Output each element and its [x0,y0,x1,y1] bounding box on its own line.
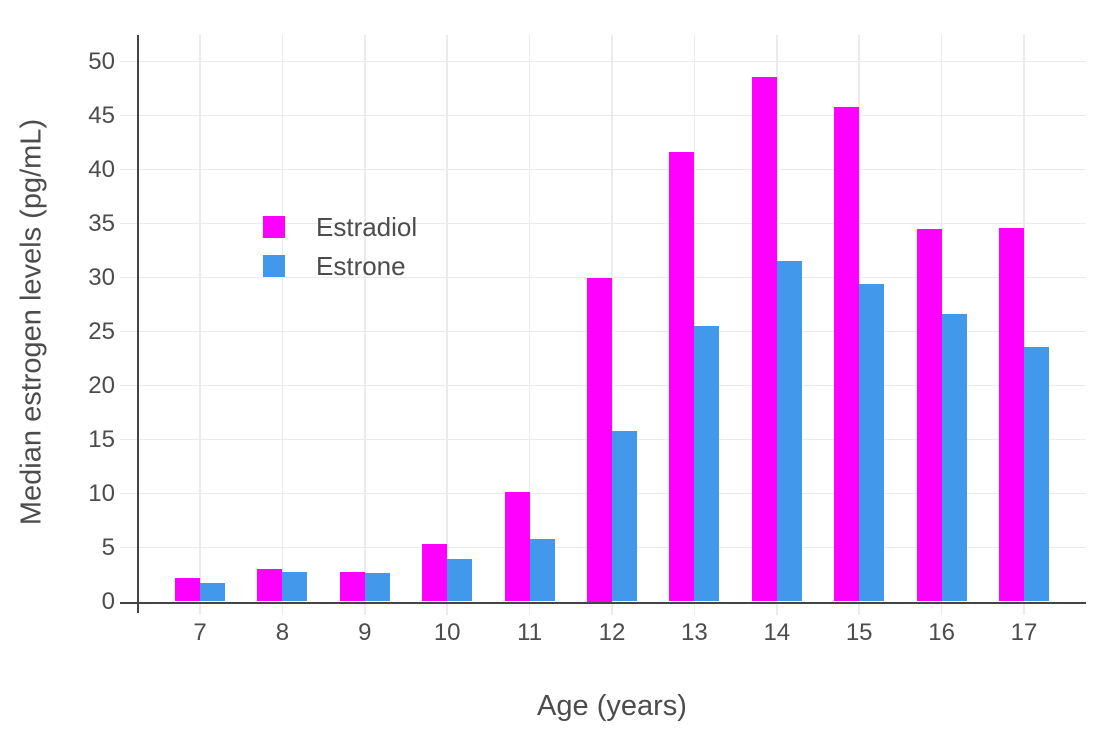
bar-estrone-age-11 [529,538,555,602]
bar-estradiol-age-14 [751,76,777,602]
x-tick-label: 15 [845,618,873,646]
estradiol-swatch-icon [263,216,285,238]
x-tick-label: 16 [928,618,955,646]
bar-estradiol-age-13 [669,152,695,602]
legend-label-estradiol: Estradiol [316,212,418,242]
y-axis-title: Median estrogen levels (pg/mL) [15,118,48,526]
legend-label-estrone: Estrone [316,251,406,281]
legend: Estradiol Estrone [263,214,417,279]
y-axis-line [136,35,140,613]
bar-estradiol-age-16 [916,228,942,602]
bar-estradiol-age-17 [999,227,1024,602]
x-gridline [364,35,366,615]
y-tick-label: 45 [88,101,115,129]
bar-estrone-age-14 [776,261,802,602]
y-tick-label: 20 [88,371,115,399]
bar-estradiol-age-7 [175,577,200,602]
x-gridline [446,35,448,615]
y-tick-label: 40 [88,155,115,183]
x-gridline [281,35,284,615]
x-tick-label: 11 [517,618,543,646]
x-gridline [1023,35,1025,615]
x-tick-label: 17 [1010,618,1038,646]
estrone-swatch-icon [263,255,285,277]
x-gridline [693,35,696,615]
x-tick-label: 7 [193,618,207,646]
bar-estrone-age-8 [282,572,308,602]
legend-item-estrone[interactable]: Estrone [263,253,417,279]
x-gridline [528,35,531,615]
y-tick-label: 50 [88,47,115,75]
x-gridline [611,35,613,615]
bar-estrone-age-17 [1024,346,1049,602]
bar-estradiol-age-10 [422,544,448,602]
y-tick-label: 25 [88,317,115,345]
bar-estrone-age-10 [447,559,473,602]
y-gridline [120,60,1086,63]
y-tick-label: 35 [88,209,115,237]
y-gridline [120,222,1086,225]
y-gridline [120,114,1086,117]
x-tick-label: 12 [598,618,626,646]
x-tick-label: 8 [275,618,290,646]
y-tick-label: 30 [88,263,115,291]
y-tick-label: 0 [101,587,115,615]
bar-estrone-age-16 [941,314,967,602]
y-gridline [120,168,1086,171]
y-tick-label: 15 [88,425,115,453]
bar-estrone-age-13 [694,326,720,602]
bar-estradiol-age-9 [339,572,365,602]
bar-estradiol-age-8 [257,569,283,602]
x-tick-label: 14 [763,618,791,646]
x-axis-line [120,601,1086,604]
bar-estradiol-age-11 [504,492,530,602]
x-gridline [199,35,201,615]
y-tick-label: 10 [88,479,115,507]
bar-estradiol-age-12 [587,277,612,602]
bar-estrone-age-15 [859,283,885,602]
x-tick-label: 10 [433,618,461,646]
x-axis-title: Age (years) [537,690,687,722]
bar-estrone-age-12 [612,430,637,602]
x-tick-label: 13 [681,618,708,646]
bar-estrone-age-9 [364,573,390,602]
x-tick-label: 9 [358,618,372,646]
bar-estradiol-age-15 [834,106,860,602]
bar-estrone-age-7 [200,583,225,602]
legend-item-estradiol[interactable]: Estradiol [263,214,417,240]
y-tick-label: 5 [101,533,115,561]
